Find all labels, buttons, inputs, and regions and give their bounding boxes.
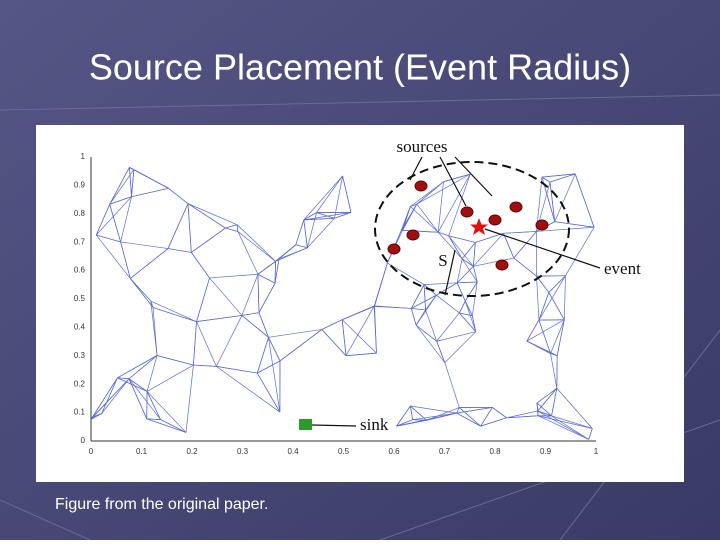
y-tick-label: 1 — [81, 152, 86, 161]
radius-label: S — [438, 251, 447, 270]
x-tick-label: 0.4 — [287, 447, 299, 456]
y-tick-label: 0 — [81, 436, 86, 445]
x-tick-label: 0.5 — [338, 447, 350, 456]
x-tick-label: 0.9 — [540, 447, 552, 456]
slide-title: Source Placement (Event Radius) — [89, 47, 631, 88]
x-tick-label: 1 — [594, 447, 599, 456]
sources-label: sources — [397, 137, 448, 156]
y-tick-label: 0.5 — [74, 294, 86, 303]
y-tick-label: 0.6 — [74, 266, 86, 275]
event-label: event — [604, 259, 641, 278]
x-tick-label: 0.2 — [186, 447, 198, 456]
y-tick-label: 0.9 — [74, 181, 86, 190]
sink-label: sink — [360, 415, 389, 434]
y-tick-label: 0.2 — [74, 379, 86, 388]
x-tick-label: 0.8 — [489, 447, 501, 456]
x-tick-label: 0.1 — [136, 447, 148, 456]
x-tick-label: 0.6 — [388, 447, 400, 456]
y-tick-label: 0.3 — [74, 351, 86, 360]
y-tick-label: 0.8 — [74, 209, 86, 218]
y-tick-label: 0.1 — [74, 408, 86, 417]
sink-node — [299, 419, 312, 430]
x-tick-label: 0 — [89, 447, 94, 456]
y-tick-label: 0.4 — [74, 323, 86, 332]
y-tick-label: 0.7 — [74, 237, 86, 246]
x-tick-label: 0.7 — [439, 447, 451, 456]
x-tick-label: 0.3 — [237, 447, 249, 456]
caption: Figure from the original paper. — [55, 496, 268, 513]
